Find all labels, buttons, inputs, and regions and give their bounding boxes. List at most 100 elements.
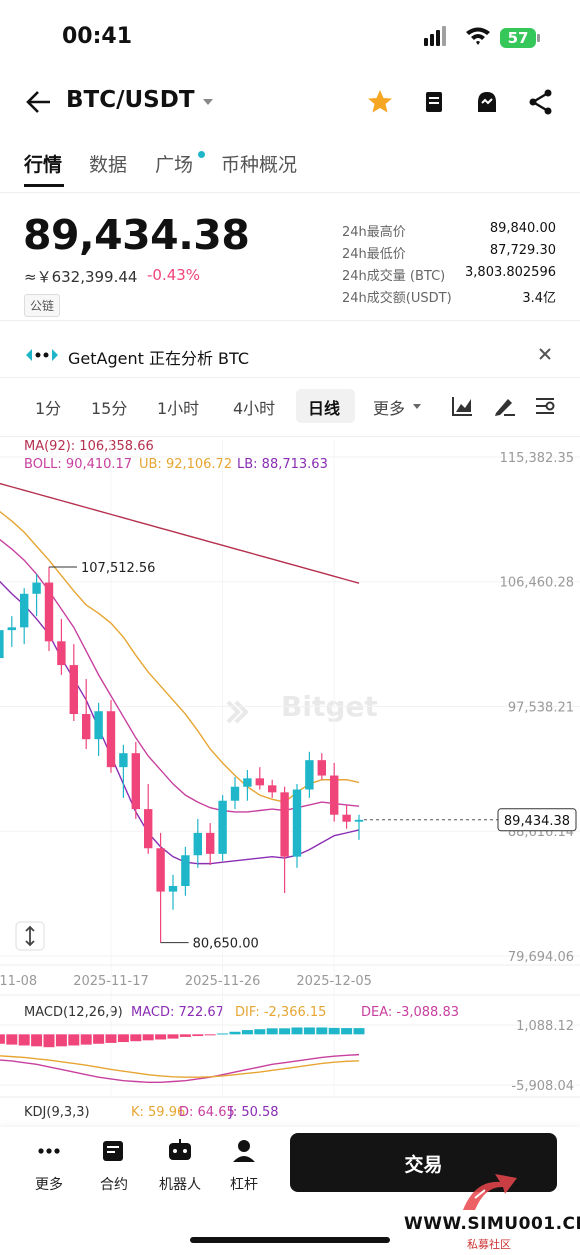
candle-body [7, 627, 16, 631]
candle-body [44, 582, 54, 642]
candle-body [280, 792, 289, 857]
tab[interactable]: 币种概况 [221, 154, 298, 176]
interval[interactable]: 1小时 [157, 399, 200, 418]
agent-icon [26, 349, 58, 361]
y-tick-label: 106,460.28 [500, 576, 574, 591]
macd-bar [241, 1030, 253, 1035]
dif-label: DIF: -2,366.15 [235, 1005, 326, 1020]
divider [0, 320, 580, 321]
header-actions [368, 89, 552, 115]
macd-bar [31, 1034, 43, 1047]
y-tick-label: 115,382.35 [500, 451, 574, 466]
macd-bar [192, 1034, 204, 1037]
candle-body [305, 760, 314, 790]
macd-bar [353, 1028, 365, 1035]
stat-label: 24h成交量 (BTC) [342, 269, 446, 284]
nav-item[interactable]: 合约 [100, 1177, 128, 1193]
nav-item[interactable]: 杠杆 [230, 1177, 258, 1193]
macd-bar [80, 1034, 92, 1045]
macd-title: MACD(12,26,9) [24, 1005, 123, 1020]
kline-chart: Bitget MA(92): 106,358.66 BOLL: 90,410.1… [0, 439, 580, 1120]
scale-icon [25, 925, 35, 947]
candle-body [317, 760, 326, 776]
interval[interactable]: 1分 [35, 399, 62, 418]
stat-value: 3.4亿 [522, 291, 556, 306]
alert-icon[interactable] [478, 92, 496, 112]
tab-dot [198, 151, 205, 158]
stat-value: 3,803.802596 [465, 265, 556, 280]
candle-body [354, 819, 364, 822]
y-tick-label: -5,908.04 [511, 1079, 574, 1094]
x-tick-label: 2025-12-05 [296, 974, 372, 989]
chart-type-icon[interactable] [452, 397, 472, 416]
candle-body [57, 641, 66, 666]
notes-icon[interactable] [426, 92, 442, 112]
pair-dropdown[interactable] [202, 97, 214, 107]
candle-body [119, 753, 128, 768]
lb-label: LB: 88,713.63 [237, 457, 328, 472]
low-label: 80,650.00 [193, 937, 259, 952]
macd-bar [130, 1034, 142, 1042]
macd-bar [254, 1029, 266, 1035]
interval[interactable]: 15分 [91, 399, 128, 418]
settings-icon[interactable] [536, 398, 555, 414]
interval[interactable]: 日线 [308, 399, 341, 418]
tab[interactable]: 数据 [89, 154, 128, 176]
stat-label: 24h成交额(USDT) [342, 291, 452, 306]
dea-label: DEA: -3,088.83 [361, 1005, 459, 1020]
macd-bar [341, 1028, 353, 1035]
macd-label: MACD: 722.67 [131, 1005, 224, 1020]
nav-icons [38, 1139, 255, 1162]
x-tick-label: 2025-11-08 [0, 974, 37, 989]
candle-body [255, 778, 264, 786]
nav-item[interactable]: 更多 [35, 1177, 63, 1193]
nav-item[interactable]: 机器人 [159, 1177, 201, 1193]
macd-bar [55, 1034, 67, 1047]
divider [0, 192, 580, 193]
tab[interactable]: 广场 [155, 154, 194, 176]
favorite-icon[interactable] [368, 90, 392, 113]
stat-label: 24h最低价 [342, 247, 406, 262]
last-price: 89,434.38 [23, 211, 250, 259]
interval[interactable]: 更多 [373, 399, 406, 418]
share-icon[interactable] [529, 89, 552, 115]
tab[interactable]: 行情 [24, 154, 63, 176]
draw-icon[interactable] [495, 399, 515, 416]
home-indicator [190, 1237, 390, 1243]
macd-bar [167, 1034, 179, 1039]
tag: 公链 [24, 294, 61, 317]
trade-button-label[interactable]: 交易 [404, 1154, 443, 1176]
y-tick-label: 97,538.21 [508, 700, 574, 715]
candle-body [243, 778, 252, 787]
pair-title[interactable]: BTC/USDT [66, 87, 195, 113]
macd-bar [316, 1027, 328, 1035]
close-button[interactable] [539, 348, 551, 360]
candle-body [32, 582, 41, 594]
y-tick-label: 79,694.06 [508, 950, 574, 965]
tab-underline [24, 184, 64, 187]
candle-body [206, 832, 215, 854]
price-change: -0.43% [147, 266, 201, 284]
last-price-label: 89,434.38 [504, 814, 570, 829]
x-tick-label: 2025-11-17 [73, 974, 149, 989]
macd-bar [117, 1034, 129, 1043]
kdj-k: K: 59.96 [131, 1105, 185, 1120]
macd-bar [229, 1031, 241, 1035]
interval[interactable]: 4小时 [233, 399, 276, 418]
macd-bar [105, 1034, 117, 1043]
macd-bar [291, 1027, 303, 1035]
divider [0, 377, 580, 378]
agent-text[interactable]: GetAgent 正在分析 BTC [68, 349, 250, 368]
macd-bar [328, 1027, 340, 1035]
cny-price: ≈￥632,399.44 [24, 268, 138, 286]
candle-body [230, 786, 240, 801]
back-button[interactable] [24, 88, 54, 116]
stat-value: 89,840.00 [489, 221, 556, 236]
candle-body [0, 630, 4, 659]
indicator-line [0, 482, 360, 584]
macd-bar [142, 1034, 154, 1041]
last-price-box [497, 808, 577, 832]
x-tick-label: 2025-11-26 [185, 974, 261, 989]
status-time: 00:41 [62, 24, 133, 49]
